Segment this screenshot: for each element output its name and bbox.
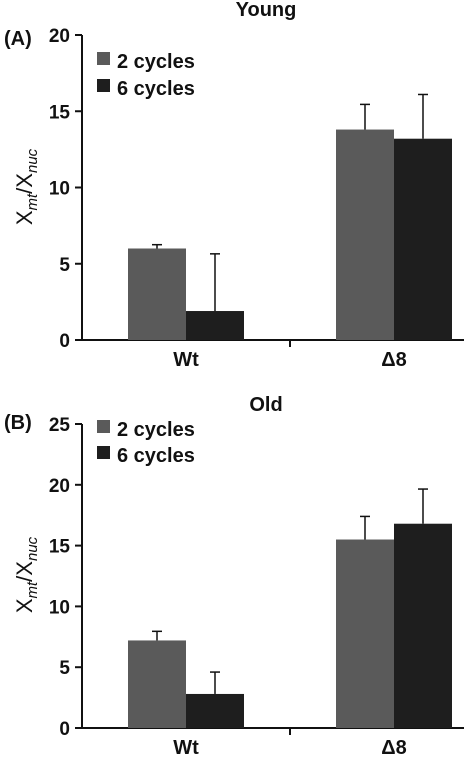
panel-b-y-tick-label: 15 bbox=[49, 537, 71, 558]
panel-a-y-tick-label: 20 bbox=[49, 26, 70, 47]
panel-b-legend-label-1: 6 cycles bbox=[117, 445, 195, 467]
ylabel-sub2: nuc bbox=[24, 148, 41, 173]
panel-b-y-tick-label: 20 bbox=[49, 476, 70, 497]
panel-b-y-tick-label: 0 bbox=[59, 719, 70, 740]
ylabel-sub2: nuc bbox=[24, 536, 41, 561]
panel-b-y-axis-label: Xmt/Xnuc bbox=[12, 536, 41, 613]
panel-b-bar-6-cycles-0 bbox=[186, 693, 244, 728]
panel-b-letter: (B) bbox=[4, 412, 32, 434]
panel-a-y-tick-label: 10 bbox=[49, 179, 70, 200]
panel-a-bar-6-cycles-1 bbox=[394, 138, 452, 340]
panel-b-bar-6-cycles-1 bbox=[394, 523, 452, 728]
panel-b-legend-swatch-0 bbox=[97, 420, 110, 433]
panel-b-plot: 0 5 10 15 20 25 bbox=[49, 415, 464, 740]
panel-b-title: Old bbox=[249, 394, 282, 416]
panel-a-category-label-0: Wt bbox=[173, 349, 199, 371]
panel-b-bar-2-cycles-1 bbox=[336, 539, 394, 728]
panel-a-y-axis-label: Xmt/Xnuc bbox=[12, 148, 41, 225]
panel-b-y-tick-label: 25 bbox=[49, 415, 71, 436]
panel-b-y-tick-label: 5 bbox=[59, 658, 70, 679]
ylabel-sub1: mt bbox=[24, 193, 41, 210]
ylabel-sep: /X bbox=[12, 561, 37, 582]
panel-b-category-label-0: Wt bbox=[173, 737, 199, 759]
panel-b-y-tick-label: 10 bbox=[49, 597, 70, 618]
panel-a-letter: (A) bbox=[4, 28, 32, 50]
panel-b-legend-label-0: 2 cycles bbox=[117, 419, 195, 441]
panel-a-category-label-1: Δ8 bbox=[381, 349, 407, 371]
panel-a-y-tick-label: 5 bbox=[59, 255, 70, 276]
ylabel-sub1: mt bbox=[24, 581, 41, 598]
panel-a-title: Young bbox=[236, 0, 297, 21]
panel-a-legend-swatch-1 bbox=[97, 79, 110, 92]
panel-a-legend-label-1: 6 cycles bbox=[117, 78, 195, 100]
panel-a-legend-swatch-0 bbox=[97, 52, 110, 65]
ylabel-main: X bbox=[12, 598, 37, 613]
ylabel-sep: /X bbox=[12, 173, 37, 194]
panel-a-legend-label-0: 2 cycles bbox=[117, 51, 195, 73]
panel-b-category-label-1: Δ8 bbox=[381, 737, 407, 759]
ylabel-main: X bbox=[12, 210, 37, 225]
panel-a-bar-2-cycles-0 bbox=[128, 248, 186, 340]
panel-b-legend-swatch-1 bbox=[97, 446, 110, 459]
panel-a-y-tick-label: 0 bbox=[59, 331, 70, 352]
panel-a-bar-2-cycles-1 bbox=[336, 129, 394, 340]
panel-b-bar-2-cycles-0 bbox=[128, 640, 186, 728]
panel-a-bar-6-cycles-0 bbox=[186, 311, 244, 340]
panel-a-y-tick-label: 15 bbox=[49, 102, 71, 123]
panel-a-plot: 0 5 10 15 20 bbox=[49, 26, 464, 352]
